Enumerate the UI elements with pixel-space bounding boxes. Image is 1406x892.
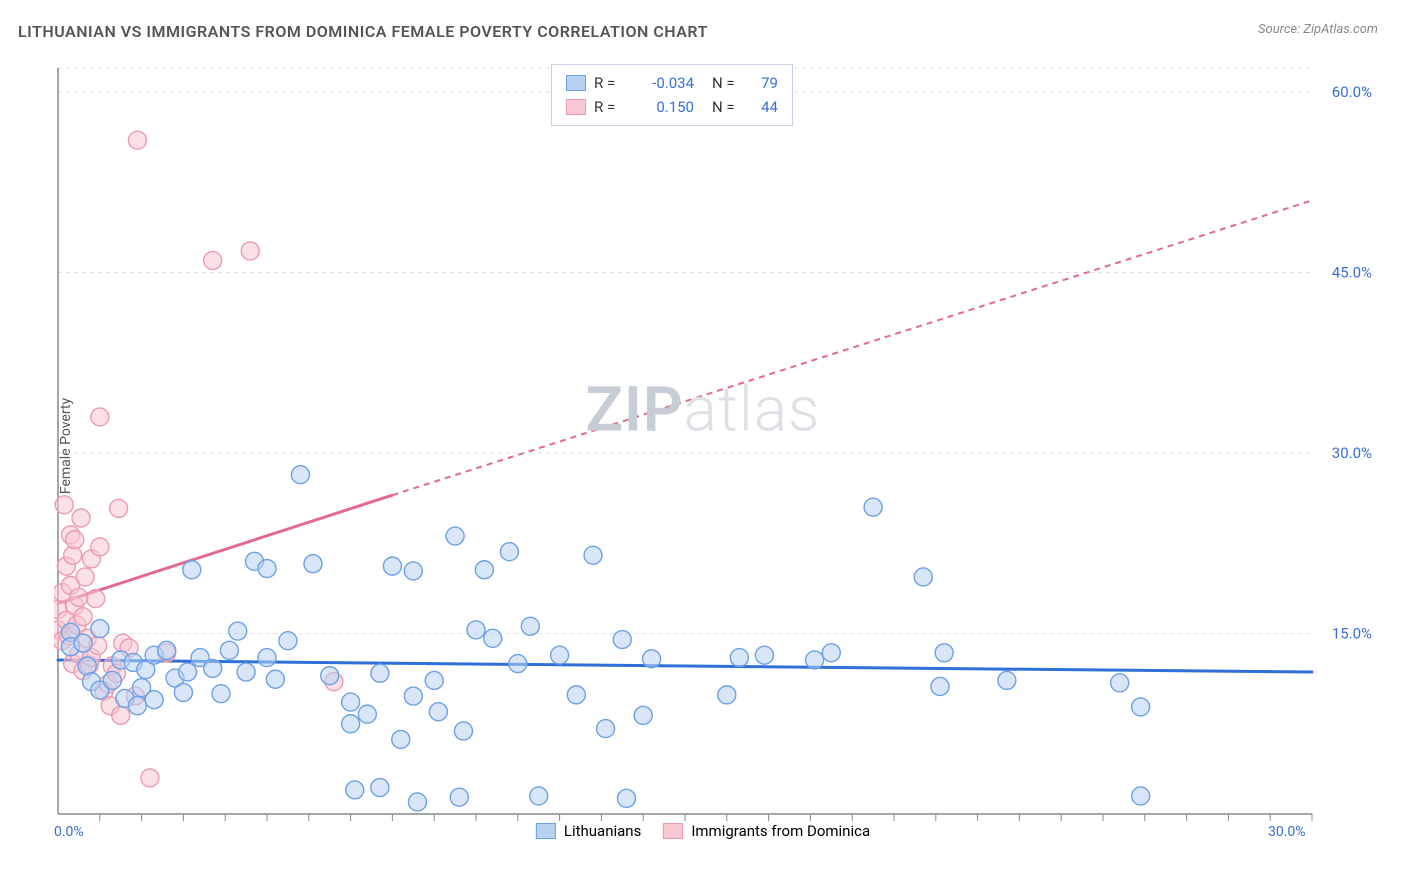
legend-swatch-series2 <box>566 99 586 115</box>
legend-series: Lithuanians Immigrants from Dominica <box>536 822 870 840</box>
svg-text:15.0%: 15.0% <box>1332 625 1372 643</box>
n-value-1: 79 <box>750 74 778 92</box>
r-label-2: R = <box>594 98 628 116</box>
legend-swatch-b2 <box>663 823 683 839</box>
legend-item-series2: Immigrants from Dominica <box>663 822 870 840</box>
legend-label-series2: Immigrants from Dominica <box>691 822 870 840</box>
legend-swatch-b1 <box>536 823 556 839</box>
correlation-chart: LITHUANIAN VS IMMIGRANTS FROM DOMINICA F… <box>0 0 1406 892</box>
n-label-1: N = <box>712 74 742 92</box>
legend-item-series1: Lithuanians <box>536 822 641 840</box>
legend-stats-row-1: R = -0.034 N = 79 <box>566 71 778 95</box>
legend-stats: R = -0.034 N = 79 R = 0.150 N = 44 <box>551 64 793 126</box>
n-label-2: N = <box>712 98 742 116</box>
svg-text:45.0%: 45.0% <box>1332 264 1372 282</box>
svg-text:60.0%: 60.0% <box>1332 83 1372 101</box>
n-value-2: 44 <box>750 98 778 116</box>
svg-text:30.0%: 30.0% <box>1332 444 1372 462</box>
plot-area: 15.0% 30.0% 45.0% 60.0% <box>54 62 1380 842</box>
chart-title: LITHUANIAN VS IMMIGRANTS FROM DOMINICA F… <box>18 22 708 41</box>
legend-label-series1: Lithuanians <box>564 822 641 840</box>
legend-swatch-series1 <box>566 75 586 91</box>
x-axis-min-label: 0.0% <box>54 824 84 840</box>
x-axis-max-label: 30.0% <box>1268 824 1306 840</box>
legend-stats-row-2: R = 0.150 N = 44 <box>566 95 778 119</box>
chart-source: Source: ZipAtlas.com <box>1258 22 1378 37</box>
r-value-2: 0.150 <box>636 98 694 116</box>
r-value-1: -0.034 <box>636 74 694 92</box>
r-label-1: R = <box>594 74 628 92</box>
